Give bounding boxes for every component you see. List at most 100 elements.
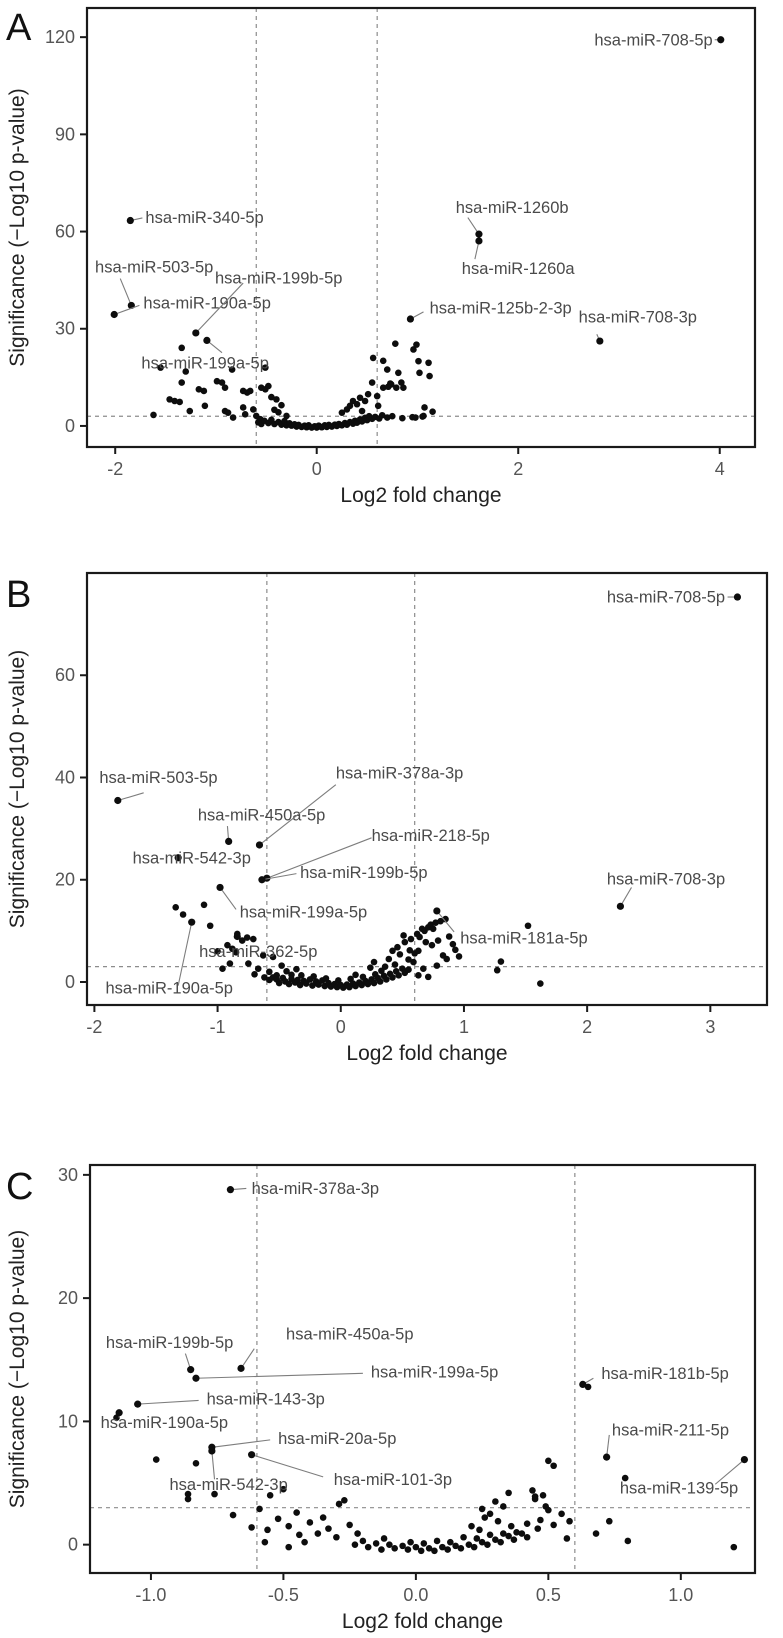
labeled-data-point [406,315,415,323]
data-point [211,1490,218,1498]
data-point [176,398,183,406]
data-point [228,366,236,373]
data-point [358,407,366,415]
data-point [452,946,459,954]
data-point [500,1530,507,1537]
y-tick-label: 90 [55,124,75,144]
annotation-leader-line [606,1434,610,1458]
data-point [192,1459,200,1467]
data-point [429,408,436,415]
data-point [445,933,453,940]
data-point [341,1496,348,1504]
data-point [201,402,209,410]
data-point [178,379,186,386]
labeled-data-point [733,593,742,601]
labeled-data-point [188,918,196,926]
data-point [391,1545,398,1552]
data-point [399,414,406,422]
data-point [558,1510,565,1518]
panel-c-plot: 0 10 20 30 -1.0 -0.5 0.0 0.5 1.0 Log2 fold change… [6,1163,757,1633]
data-point [379,357,387,365]
data-point [405,966,412,974]
x-axis-title: Log2 fold change [342,1610,503,1633]
y-tick-label: 0 [65,972,75,992]
mirna-annotation-label: hsa-miR-542-3p [133,849,251,867]
labeled-data-point [475,237,483,245]
data-point [306,1519,314,1526]
mirna-annotation-label: hsa-miR-181a-5p [460,930,587,948]
data-point [367,964,374,971]
data-point [293,965,300,973]
data-point [389,947,396,955]
labeled-data-point [596,337,604,345]
data-point [319,1514,327,1521]
data-point [385,955,393,963]
data-point [537,1516,544,1524]
data-point [166,396,173,403]
data-point [478,1538,486,1546]
mirna-annotation-label: hsa-miR-199a-5p [141,354,268,372]
data-point [333,1533,340,1541]
mirna-annotation-label: hsa-miR-708-3p [579,309,697,327]
mirna-annotation-label: hsa-miR-139-5p [620,1479,738,1497]
data-point [368,379,376,386]
data-point [238,937,246,944]
data-point [246,387,254,395]
y-tick-label: 40 [55,767,75,787]
x-tick-label: 0.5 [536,1585,561,1605]
annotation-leader-line [195,282,244,334]
data-point [513,1529,520,1536]
data-point [218,379,226,386]
data-point [370,958,378,966]
data-point [391,961,399,968]
data-point [410,346,417,353]
data-point [274,1515,282,1523]
data-point [545,1506,552,1514]
data-point [395,972,402,979]
data-point [294,976,301,984]
mirna-annotation-label: hsa-miR-450a-5p [286,1325,413,1343]
labeled-data-point [603,1453,611,1461]
data-point [531,1495,539,1503]
data-point [484,1541,491,1548]
data-point [442,915,449,923]
labeled-data-point [203,336,211,345]
data-point [415,972,422,979]
labeled-data-point [126,216,134,225]
data-point [381,963,389,970]
labeled-data-point [258,876,266,884]
x-tick-label: -1.0 [135,1585,166,1605]
panel-letter-c: C [6,1166,33,1208]
data-point [452,1542,459,1550]
panel-c: 0 10 20 30 -1.0 -0.5 0.0 0.5 1.0 Log2 fold change… [0,1074,783,1638]
y-tick-label: 60 [55,665,75,685]
annotation-leader-line [714,1459,745,1485]
data-point [621,1474,629,1482]
data-point [229,1511,237,1519]
data-point [275,409,282,416]
plot-border [85,571,769,1007]
data-point [447,1538,454,1546]
data-point [465,1541,473,1548]
labeled-data-point [114,796,122,805]
y-tick-label: 60 [55,222,75,242]
mirna-annotation-label: hsa-miR-708-5p [607,589,725,607]
data-point [325,1525,332,1532]
data-point [261,974,268,981]
labeled-data-point [110,310,118,319]
mirna-annotation-label: hsa-miR-1260b [456,199,569,217]
data-point [195,386,203,393]
y-axis-title: Significance (−Log10 p-value) [6,1230,29,1508]
data-point [566,1517,573,1525]
x-tick-label: -1 [210,1017,226,1037]
data-point [473,1535,481,1542]
data-point [386,1541,393,1548]
data-point [265,382,272,390]
mirna-annotation-label: hsa-miR-190a-5p [101,1414,228,1432]
x-tick-label: 2 [513,459,523,479]
data-point [239,404,247,411]
data-point [434,937,442,944]
data-point [395,369,402,377]
mirna-annotation-label: hsa-miR-190a-5p [105,980,232,998]
annotation-leader-line [211,1439,271,1448]
